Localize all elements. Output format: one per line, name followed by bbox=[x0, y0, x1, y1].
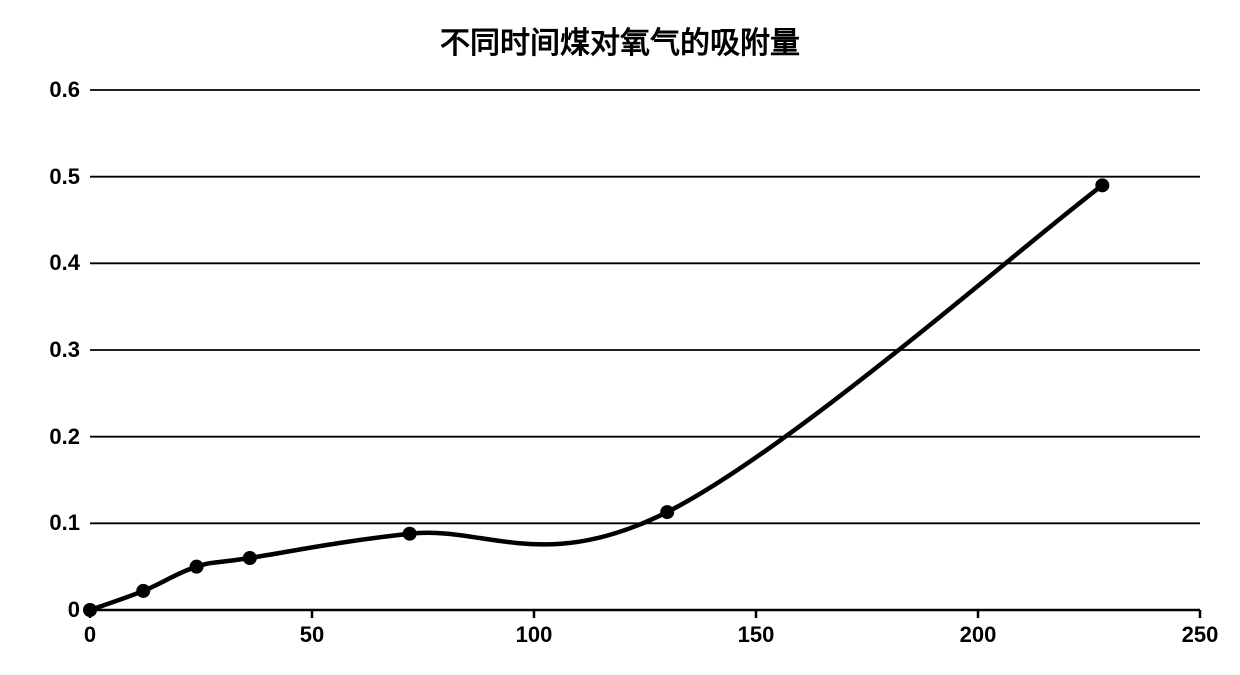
x-tick-label: 150 bbox=[726, 622, 786, 648]
y-tick-label: 0 bbox=[68, 597, 80, 623]
chart-container: 不同时间煤对氧气的吸附量 0 0.1 0.2 0.3 0.4 0.5 0.6 0 50 100 15… bbox=[0, 0, 1240, 675]
x-tick-label: 250 bbox=[1170, 622, 1230, 648]
x-tick-label: 0 bbox=[60, 622, 120, 648]
x-tick-label: 50 bbox=[282, 622, 342, 648]
y-tick-label: 0.1 bbox=[49, 510, 80, 536]
y-tick-label: 0.3 bbox=[49, 337, 80, 363]
chart-title: 不同时间煤对氧气的吸附量 bbox=[0, 18, 1240, 62]
y-tick-label: 0.4 bbox=[49, 250, 80, 276]
y-tick-label: 0.5 bbox=[49, 164, 80, 190]
y-tick-label: 0.6 bbox=[49, 77, 80, 103]
y-tick-label: 0.2 bbox=[49, 424, 80, 450]
x-tick-label: 100 bbox=[504, 622, 564, 648]
x-tick-label: 200 bbox=[948, 622, 1008, 648]
chart-plot bbox=[90, 90, 1200, 670]
